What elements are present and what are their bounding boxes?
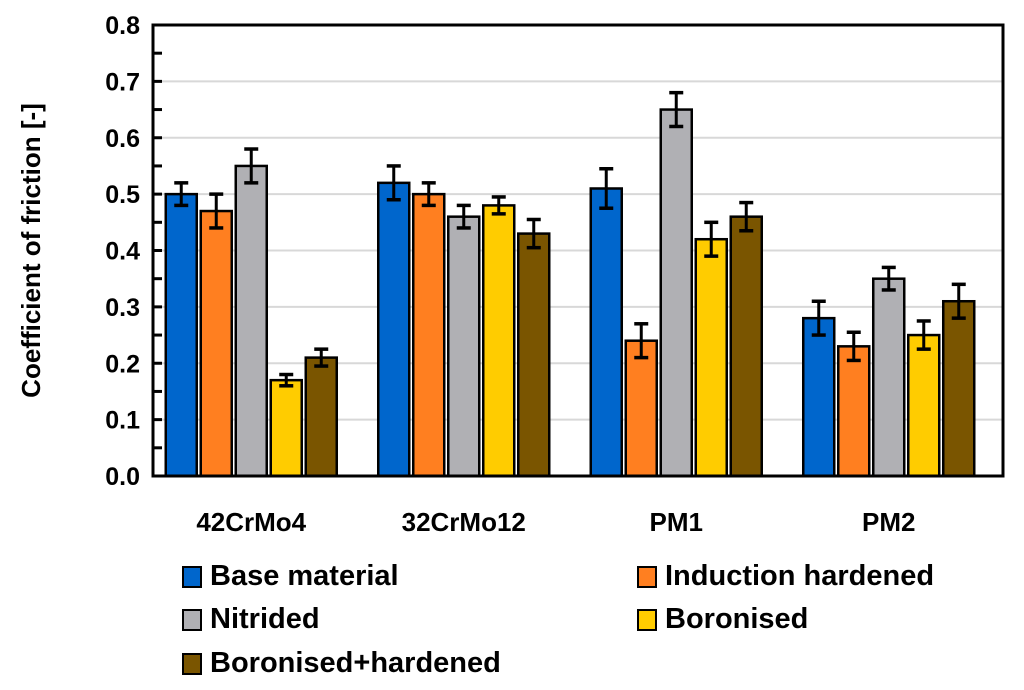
bar — [837, 345, 871, 478]
bar — [907, 333, 941, 478]
x-axis-categories: 42CrMo4 32CrMo12 PM1 PM2 — [196, 507, 915, 537]
legend-swatch — [182, 652, 202, 675]
bar — [269, 378, 303, 478]
bar — [482, 204, 516, 478]
bar — [624, 339, 658, 478]
y-tick-label: 0.5 — [105, 181, 140, 209]
legend-label: Induction hardened — [665, 560, 935, 592]
bar — [447, 215, 481, 478]
y-tick-label: 0.6 — [105, 125, 140, 153]
bar — [517, 232, 551, 478]
legend-item: Boronised+hardened — [182, 647, 501, 680]
bar — [199, 209, 233, 478]
bar — [802, 316, 836, 478]
bar — [659, 108, 693, 478]
bar — [304, 356, 338, 478]
legend-swatch — [182, 608, 202, 631]
x-category-label: 32CrMo12 — [402, 507, 526, 537]
x-category-label: 42CrMo4 — [196, 507, 306, 537]
y-tick-label: 0.1 — [105, 407, 140, 435]
legend-swatch — [182, 565, 202, 588]
legend-label: Base material — [210, 560, 399, 592]
y-axis-label: Coefficient of friction [-] — [16, 103, 46, 398]
bars-group — [164, 90, 976, 478]
bar — [377, 181, 411, 478]
legend-label: Boronised+hardened — [210, 647, 501, 679]
bar-chart: 0.0 0.1 0.2 0.3 0.4 0.5 0.6 0.7 0.8 42CrMo4 32CrM… — [16, 12, 1005, 537]
legend-item: Induction hardened — [637, 560, 934, 593]
legend-item: Nitrided — [182, 603, 320, 636]
legend-item: Base material — [182, 560, 399, 593]
bar — [164, 192, 198, 478]
legend-label: Nitrided — [210, 603, 320, 635]
y-tick-label: 0.8 — [105, 12, 140, 40]
bar — [729, 215, 763, 478]
x-category-label: PM2 — [862, 507, 915, 537]
bar — [694, 237, 728, 478]
y-tick-label: 0.0 — [105, 463, 140, 491]
x-category-label: PM1 — [650, 507, 703, 537]
y-tick-label: 0.7 — [105, 68, 140, 96]
y-axis-ticks: 0.0 0.1 0.2 0.3 0.4 0.5 0.6 0.7 0.8 — [105, 12, 162, 491]
y-tick-label: 0.2 — [105, 350, 140, 378]
bar — [412, 192, 446, 478]
legend-swatch — [637, 608, 657, 631]
legend-item: Boronised — [637, 603, 808, 636]
bar — [942, 299, 976, 478]
bar — [872, 277, 906, 478]
y-tick-label: 0.3 — [105, 294, 140, 322]
bar — [589, 187, 623, 478]
legend-swatch — [637, 565, 657, 588]
y-tick-label: 0.4 — [105, 238, 140, 266]
bar — [234, 164, 268, 478]
gridlines — [153, 80, 1003, 421]
legend-label: Boronised — [665, 603, 809, 635]
